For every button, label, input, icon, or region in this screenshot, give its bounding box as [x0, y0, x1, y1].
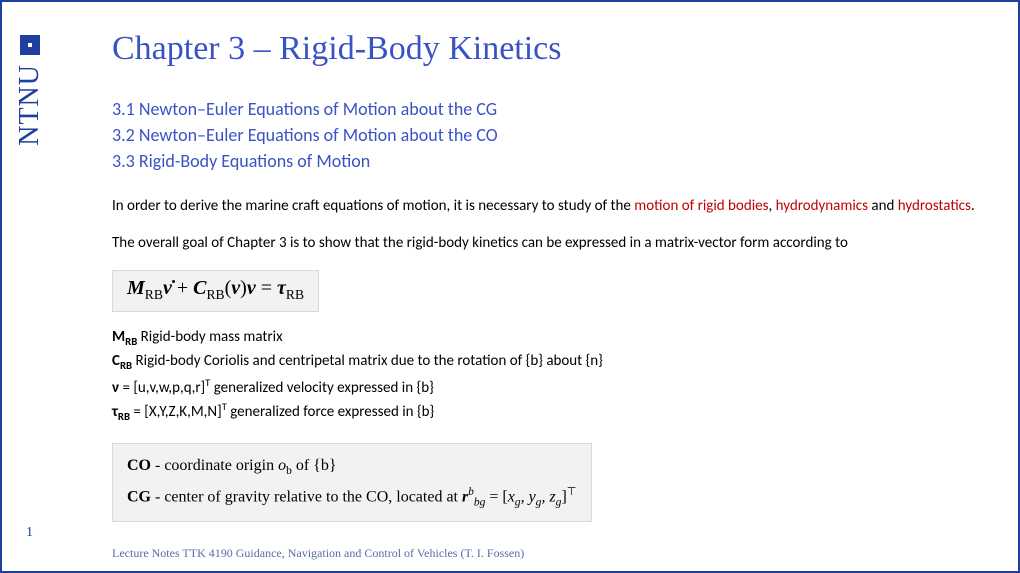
def-M-sym: M — [112, 328, 125, 346]
ntnu-mark-icon — [17, 32, 43, 58]
intro-term-1: motion of rigid bodies — [634, 197, 768, 215]
definitions: MRB Rigid-body mass matrix CRB Rigid-bod… — [112, 326, 988, 425]
slide-content: Chapter 3 – Rigid-Body Kinetics 3.1 Newt… — [112, 30, 988, 522]
intro-term-3: hydrostatics — [898, 197, 971, 215]
cg-x: x — [508, 489, 515, 506]
co-line: CO - coordinate origin ob of {b} — [127, 452, 577, 482]
intro-mid2: and — [868, 197, 898, 215]
def-C-sym: C — [112, 352, 120, 370]
def-C-sub: RB — [120, 359, 132, 372]
toc-item-1: 3.1 Newton–Euler Equations of Motion abo… — [112, 96, 988, 122]
cg-label: CG — [127, 489, 151, 506]
def-tau-text: generalized force expressed in {b} — [227, 403, 434, 421]
eq-M-sub: RB — [145, 287, 163, 302]
toc-item-2: 3.2 Newton–Euler Equations of Motion abo… — [112, 122, 988, 148]
intro-paragraph: In order to derive the marine craft equa… — [112, 196, 988, 217]
co-desc: - coordinate origin — [151, 457, 278, 474]
brand-name: NTNU — [14, 64, 46, 146]
eq-tau-sub: RB — [286, 287, 304, 302]
def-tau: τRB = [X,Y,Z,K,M,N]T generalized force e… — [112, 399, 988, 425]
intro-term-2: hydrodynamics — [776, 197, 868, 215]
def-nu-text: generalized velocity expressed in {b} — [210, 379, 434, 397]
page-number: 1 — [26, 525, 33, 541]
eq-tau: τ — [277, 277, 286, 299]
def-C: CRB Rigid-body Coriolis and centripetal … — [112, 350, 988, 374]
toc-item-3: 3.3 Rigid-Body Equations of Motion — [112, 148, 988, 174]
eq-close: ) — [240, 277, 247, 299]
table-of-contents: 3.1 Newton–Euler Equations of Motion abo… — [112, 96, 988, 174]
eq-nu2: ν — [247, 277, 256, 299]
brand-logo: NTNU — [14, 32, 46, 146]
def-tau-vec: = [X,Y,Z,K,M,N] — [130, 403, 222, 421]
def-C-text: Rigid-body Coriolis and centripetal matr… — [132, 352, 603, 370]
cg-y: y — [529, 489, 536, 506]
eq-nudot: ν̇ — [163, 277, 172, 299]
co-cg-box: CO - coordinate origin ob of {b} CG - ce… — [112, 443, 592, 522]
def-M-sub: RB — [125, 335, 137, 348]
co-tail: of {b} — [292, 457, 337, 474]
equation-box: MRBν̇ + CRB(ν)ν = τRB — [112, 270, 319, 312]
cg-desc: - center of gravity relative to the CO, … — [151, 489, 462, 506]
cg-c1: , — [521, 489, 529, 506]
def-nu: ν = [u,v,w,p,q,r]T generalized velocity … — [112, 375, 988, 400]
eq-C: C — [193, 277, 206, 299]
intro-post: . — [971, 197, 975, 215]
intro-pre: In order to derive the marine craft equa… — [112, 197, 634, 215]
def-M: MRB Rigid-body mass matrix — [112, 326, 988, 350]
eq-C-sub: RB — [206, 287, 224, 302]
cg-line: CG - center of gravity relative to the C… — [127, 482, 577, 513]
cg-r-sub: bg — [474, 497, 486, 509]
def-M-text: Rigid-body mass matrix — [137, 328, 282, 346]
co-label: CO — [127, 457, 151, 474]
def-tau-sub: RB — [118, 410, 130, 423]
co-o: o — [278, 457, 286, 474]
eq-nu: ν — [231, 277, 240, 299]
eq-eq: = — [256, 277, 277, 299]
page-title: Chapter 3 – Rigid-Body Kinetics — [112, 30, 988, 68]
footer-text: Lecture Notes TTK 4190 Guidance, Navigat… — [112, 546, 524, 561]
cg-eq: = [ — [485, 489, 507, 506]
intro-mid1: , — [768, 197, 775, 215]
eq-plus: + — [172, 277, 193, 299]
cg-transpose: ⊤ — [567, 486, 577, 498]
goal-paragraph: The overall goal of Chapter 3 is to show… — [112, 233, 988, 254]
eq-M: M — [127, 277, 145, 299]
def-nu-vec: = [u,v,w,p,q,r] — [119, 379, 205, 397]
